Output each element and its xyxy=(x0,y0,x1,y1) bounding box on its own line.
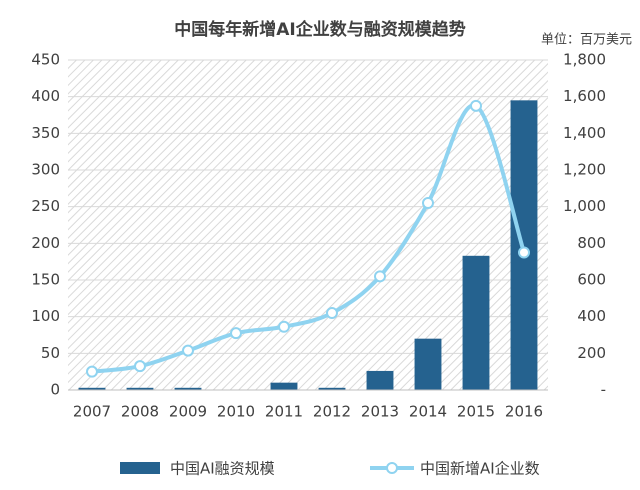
legend-label: 中国新增AI企业数 xyxy=(420,460,540,478)
line-marker xyxy=(278,320,290,333)
y2-tick-label: 800 xyxy=(577,234,606,252)
chart-title: 中国每年新增AI企业数与融资规模趋势 xyxy=(174,19,465,40)
line-marker xyxy=(230,327,242,340)
y-tick-label: 350 xyxy=(31,124,60,142)
y-tick-label: 250 xyxy=(31,197,60,215)
line-marker xyxy=(86,365,98,378)
legend-swatch xyxy=(120,462,160,474)
x-tick-label: 2008 xyxy=(121,403,159,421)
bar xyxy=(414,338,442,390)
bar xyxy=(510,100,538,390)
x-tick-label: 2007 xyxy=(73,403,111,421)
y-tick-label: 450 xyxy=(31,51,60,69)
y2-tick-label: 1,800 xyxy=(563,51,606,69)
x-tick-label: 2009 xyxy=(169,403,207,421)
line-marker xyxy=(422,197,434,209)
bar xyxy=(174,387,202,390)
line-marker xyxy=(374,270,386,283)
line-marker xyxy=(182,344,194,357)
line-marker xyxy=(134,360,146,373)
bar xyxy=(318,387,346,390)
y2-tick-label: 1,600 xyxy=(563,87,606,105)
y-tick-label: 0 xyxy=(50,381,60,399)
bar xyxy=(270,382,298,390)
x-tick-label: 2010 xyxy=(217,403,255,421)
x-tick-label: 2015 xyxy=(457,403,495,421)
bar xyxy=(462,255,490,390)
x-tick-label: 2012 xyxy=(313,403,351,421)
y2-tick-label: - xyxy=(601,381,606,399)
line-marker xyxy=(326,307,338,319)
y-tick-label: 400 xyxy=(31,87,60,105)
y-tick-label: 200 xyxy=(31,234,60,252)
bar xyxy=(366,370,394,390)
bar xyxy=(126,387,154,390)
y2-tick-label: 1,000 xyxy=(563,197,606,215)
y2-tick-label: 1,200 xyxy=(563,161,606,179)
legend-label: 中国AI融资规模 xyxy=(170,460,275,478)
legend-swatch xyxy=(386,462,398,474)
x-tick-label: 2013 xyxy=(361,403,399,421)
y-tick-label: 50 xyxy=(41,344,60,362)
y-tick-label: 300 xyxy=(31,161,60,179)
y2-tick-label: 1,400 xyxy=(563,124,606,142)
y2-tick-label: 200 xyxy=(577,344,606,362)
y-tick-label: 150 xyxy=(31,271,60,289)
line-marker xyxy=(470,99,482,112)
unit-label: 单位：百万美元 xyxy=(541,33,632,48)
line-marker xyxy=(518,246,530,259)
x-tick-label: 2011 xyxy=(265,403,303,421)
x-tick-label: 2014 xyxy=(409,403,447,421)
y2-tick-label: 600 xyxy=(577,271,606,289)
y-tick-label: 100 xyxy=(31,307,60,325)
x-tick-label: 2016 xyxy=(505,403,543,421)
y2-tick-label: 400 xyxy=(577,307,606,325)
bar xyxy=(78,387,106,390)
